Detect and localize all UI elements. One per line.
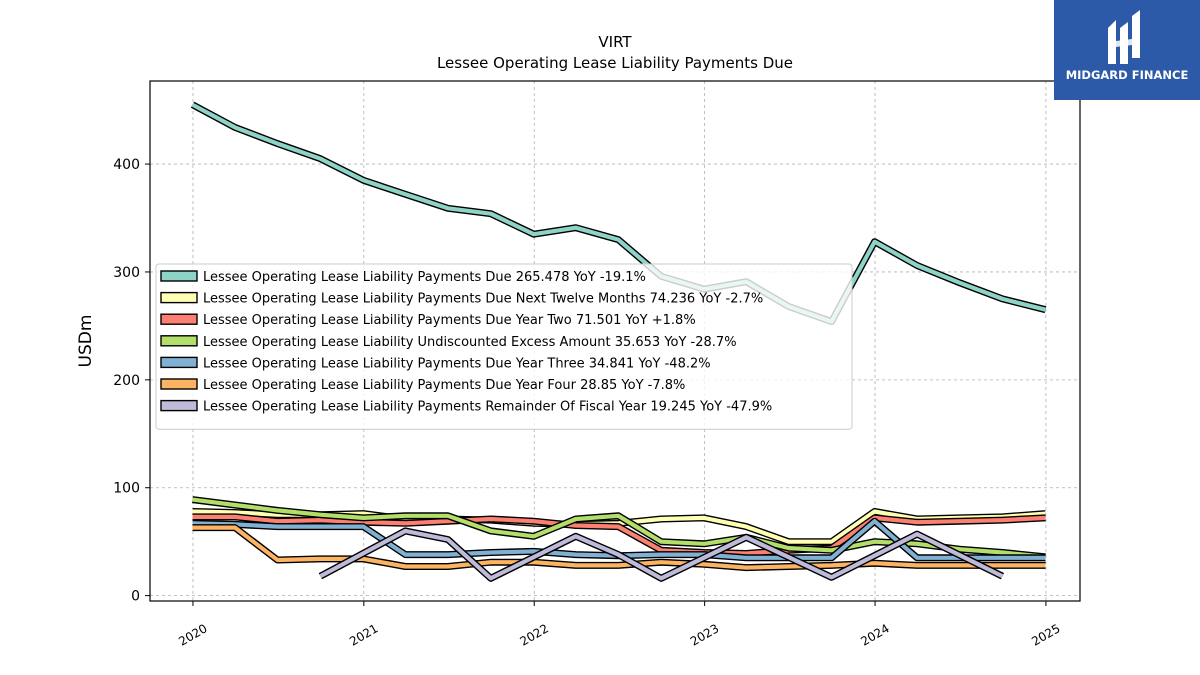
x-tick-label: 2022 bbox=[518, 621, 551, 648]
series-lines bbox=[190, 101, 1047, 582]
legend-swatch bbox=[160, 313, 198, 325]
legend-entry: Lessee Operating Lease Liability Payment… bbox=[203, 313, 696, 328]
legend-entry: Lessee Operating Lease Liability Payment… bbox=[203, 292, 763, 307]
legend-swatch bbox=[160, 270, 198, 282]
legend-entry: Lessee Operating Lease Liability Payment… bbox=[203, 270, 646, 285]
midgard-logo-icon bbox=[1108, 10, 1140, 64]
legend-box bbox=[155, 263, 853, 430]
legend-swatch bbox=[160, 399, 198, 412]
x-tick-label: 2023 bbox=[688, 621, 721, 648]
legend-entry: Lessee Operating Lease Liability Undisco… bbox=[203, 335, 737, 350]
legend-swatch bbox=[160, 356, 198, 369]
legend-entry: Lessee Operating Lease Liability Payment… bbox=[203, 378, 685, 393]
y-tick-label: 200 bbox=[113, 373, 140, 389]
x-tick-label: 2020 bbox=[176, 621, 209, 648]
x-tick-label: 2021 bbox=[347, 621, 380, 648]
brand-logo: MIDGARD FINANCE bbox=[1054, 0, 1200, 100]
chart-title: VIRT bbox=[598, 33, 632, 51]
plot-frame bbox=[149, 80, 1081, 602]
legend: Lessee Operating Lease Liability Payment… bbox=[155, 263, 853, 430]
chart-subtitle: Lessee Operating Lease Liability Payment… bbox=[437, 54, 793, 72]
legend-swatch bbox=[160, 378, 198, 390]
y-axis-label: USDm bbox=[76, 315, 96, 368]
brand-name: MIDGARD FINANCE bbox=[1065, 68, 1189, 82]
y-tick-label: 400 bbox=[113, 157, 140, 173]
legend-entry: Lessee Operating Lease Liability Payment… bbox=[203, 400, 772, 415]
y-tick-label: 100 bbox=[113, 481, 140, 497]
legend-entry: Lessee Operating Lease Liability Payment… bbox=[203, 356, 711, 371]
legend-swatch bbox=[160, 335, 198, 347]
series-line bbox=[190, 101, 1047, 326]
legend-swatch bbox=[160, 291, 198, 304]
y-tick-label: 0 bbox=[131, 589, 140, 605]
x-tick-label: 2025 bbox=[1029, 621, 1062, 648]
x-tick-label: 2024 bbox=[858, 621, 891, 648]
series-line bbox=[192, 524, 1046, 572]
series-line bbox=[192, 513, 1046, 557]
y-tick-label: 300 bbox=[113, 265, 140, 281]
series-line bbox=[318, 527, 1005, 582]
